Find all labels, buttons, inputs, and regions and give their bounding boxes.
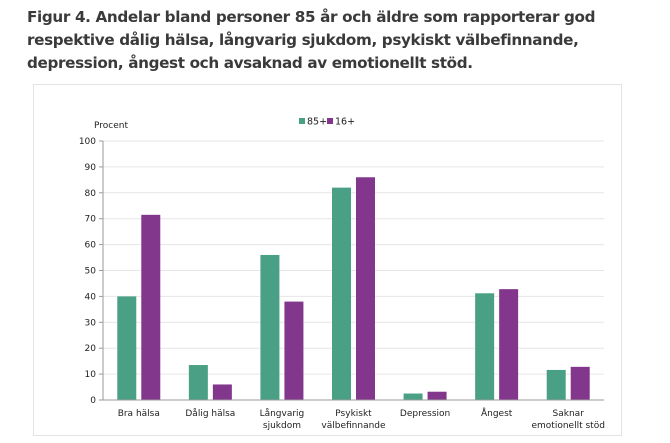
bar-16plus <box>499 289 519 400</box>
y-tick-label: 50 <box>85 267 97 277</box>
legend: 85+ 16+ <box>299 117 355 128</box>
x-category-label: Ångest <box>481 407 513 419</box>
bar-85plus <box>546 369 566 400</box>
bar-16plus <box>427 391 447 400</box>
bar-85plus <box>188 365 208 400</box>
y-tick-label: 0 <box>90 396 96 406</box>
bar-16plus <box>141 214 161 400</box>
x-category-label: sjukdom <box>263 421 301 431</box>
gridlines <box>103 140 604 375</box>
y-axis-label: Procent <box>94 121 128 131</box>
bar-16plus <box>570 366 590 400</box>
y-tick-label: 30 <box>85 318 97 328</box>
x-category-label: Bra hälsa <box>118 409 160 419</box>
y-tick-label: 90 <box>85 163 97 173</box>
x-category-label: emotionellt stöd <box>532 421 605 431</box>
legend-label: 16+ <box>335 117 355 128</box>
x-category-label: Saknar <box>553 409 585 419</box>
legend-swatch <box>299 118 305 124</box>
y-tick-labels: 0 10 20 30 40 50 60 70 80 90 100 <box>79 137 96 406</box>
legend-label: 85+ <box>307 117 327 128</box>
y-tick-label: 80 <box>85 189 97 199</box>
x-category-label: Dålig hälsa <box>185 408 235 419</box>
bar-16plus <box>356 177 375 400</box>
y-tick-label: 40 <box>85 292 97 302</box>
bar-85plus <box>260 254 280 400</box>
x-category-labels: Bra hälsa Dålig hälsa Långvarig sjukdom Psyk… <box>118 407 605 431</box>
x-category-label: välbefinnande <box>321 421 386 431</box>
bar-85plus <box>475 293 495 400</box>
bar-85plus <box>403 393 423 400</box>
y-tick-label: 70 <box>85 215 97 225</box>
bar-85plus <box>117 296 137 400</box>
bar-16plus <box>284 301 304 400</box>
chart-frame <box>33 84 622 436</box>
bar-16plus <box>212 384 232 400</box>
axes <box>99 140 604 401</box>
y-tick-label: 60 <box>85 241 97 251</box>
y-tick-label: 10 <box>85 370 97 380</box>
x-category-label: Långvarig <box>260 408 305 419</box>
y-tick-label: 20 <box>85 344 97 354</box>
figure-title: Figur 4. Andelar bland personer 85 år oc… <box>27 8 596 72</box>
x-category-label: Depression <box>400 409 450 419</box>
legend-swatch <box>327 118 333 124</box>
y-tick-label: 100 <box>79 137 96 147</box>
x-category-label: Psykiskt <box>335 409 372 419</box>
bar-85plus <box>332 187 351 400</box>
bars <box>117 177 590 400</box>
